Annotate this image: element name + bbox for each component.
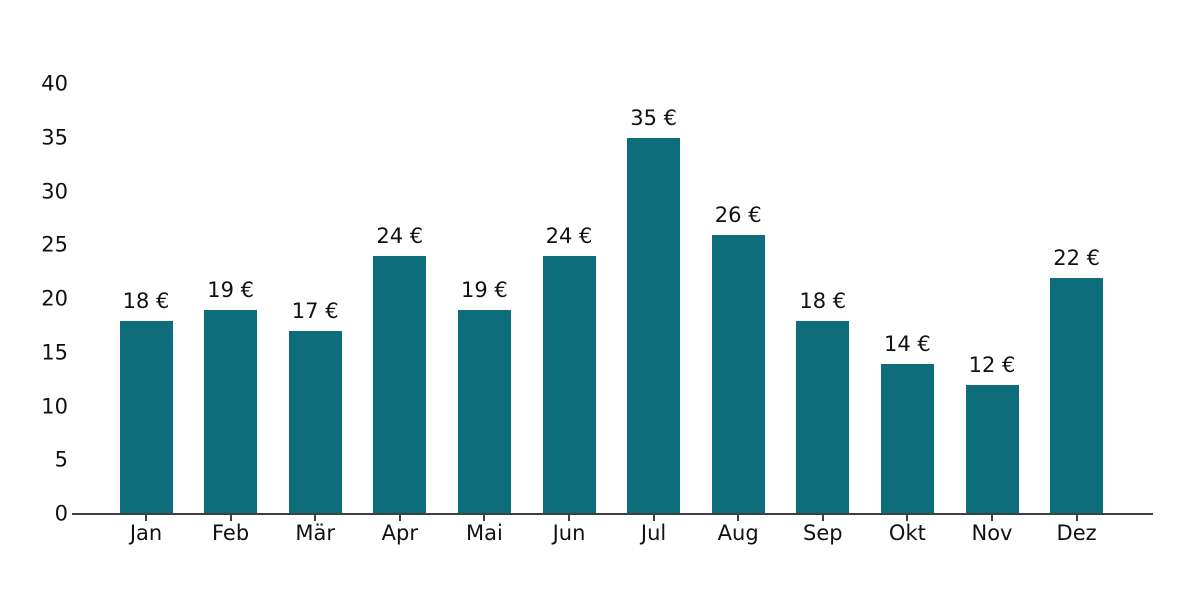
- x-axis-line: [72, 513, 1153, 515]
- x-axis-tick: [145, 515, 147, 521]
- bar-sep: [796, 320, 850, 514]
- y-axis-tick-label: 5: [54, 447, 68, 472]
- x-axis-label-dez: Dez: [1056, 521, 1097, 545]
- x-axis-tick: [398, 515, 401, 521]
- bar-value-label: 24 €: [545, 224, 593, 248]
- bar-value-label: 22 €: [1053, 245, 1100, 270]
- bar-jun: [542, 256, 596, 514]
- bar-feb: [204, 309, 258, 514]
- bar-value-label: 14 €: [884, 331, 931, 356]
- bar-value-label: 26 €: [714, 202, 762, 227]
- x-axis-tick: [821, 515, 824, 521]
- bar-nov: [965, 385, 1019, 514]
- bar-value-label: 19 €: [207, 277, 254, 302]
- x-axis-tick: [737, 515, 740, 521]
- x-axis-tick: [652, 515, 655, 521]
- x-axis-label-mär: Mär: [295, 521, 335, 545]
- x-axis-label-feb: Feb: [212, 521, 250, 545]
- x-axis-tick: [229, 515, 232, 521]
- bar-mai: [457, 309, 511, 514]
- bar-aug: [711, 234, 765, 514]
- bar-value-label: 12 €: [968, 353, 1016, 377]
- x-axis-tick: [906, 515, 909, 521]
- bar-value-label: 35 €: [630, 105, 677, 130]
- bar-mär: [288, 331, 342, 514]
- x-axis-label-apr: Apr: [381, 521, 418, 545]
- x-axis-label-okt: Okt: [888, 521, 926, 545]
- x-axis-label-sep: Sep: [803, 521, 843, 545]
- bar-okt: [880, 363, 934, 514]
- x-axis-label-mai: Mai: [465, 521, 503, 545]
- x-axis-tick: [314, 515, 317, 521]
- bar-jan: [119, 320, 173, 514]
- x-axis-label-jul: Jul: [640, 521, 667, 545]
- y-axis-tick-label: 30: [41, 179, 68, 203]
- y-axis-tick-label: 25: [41, 232, 68, 257]
- bar-value-label: 19 €: [461, 277, 508, 302]
- x-axis-label-nov: Nov: [971, 521, 1013, 545]
- bar-apr: [373, 256, 427, 514]
- x-axis-label-jun: Jun: [552, 521, 586, 545]
- x-axis-tick: [483, 515, 486, 521]
- bar-value-label: 24 €: [376, 224, 424, 248]
- y-axis-tick-label: 40: [41, 71, 68, 96]
- y-axis-tick-label: 10: [41, 394, 68, 418]
- bar-dez: [1050, 277, 1104, 514]
- y-axis-tick-label: 0: [54, 501, 68, 526]
- x-axis-tick: [1075, 515, 1078, 521]
- y-axis-tick-label: 35: [41, 125, 68, 150]
- bar-jul: [627, 137, 681, 514]
- x-axis-tick: [991, 515, 993, 521]
- bar-value-label: 18 €: [122, 288, 170, 313]
- bar-value-label: 17 €: [291, 299, 339, 324]
- x-axis-label-jan: Jan: [129, 521, 163, 545]
- y-axis-tick-label: 20: [41, 286, 68, 311]
- x-axis-label-aug: Aug: [717, 521, 759, 545]
- bar-value-label: 18 €: [799, 288, 847, 313]
- x-axis-tick: [568, 515, 570, 521]
- y-axis-tick-label: 15: [41, 340, 68, 365]
